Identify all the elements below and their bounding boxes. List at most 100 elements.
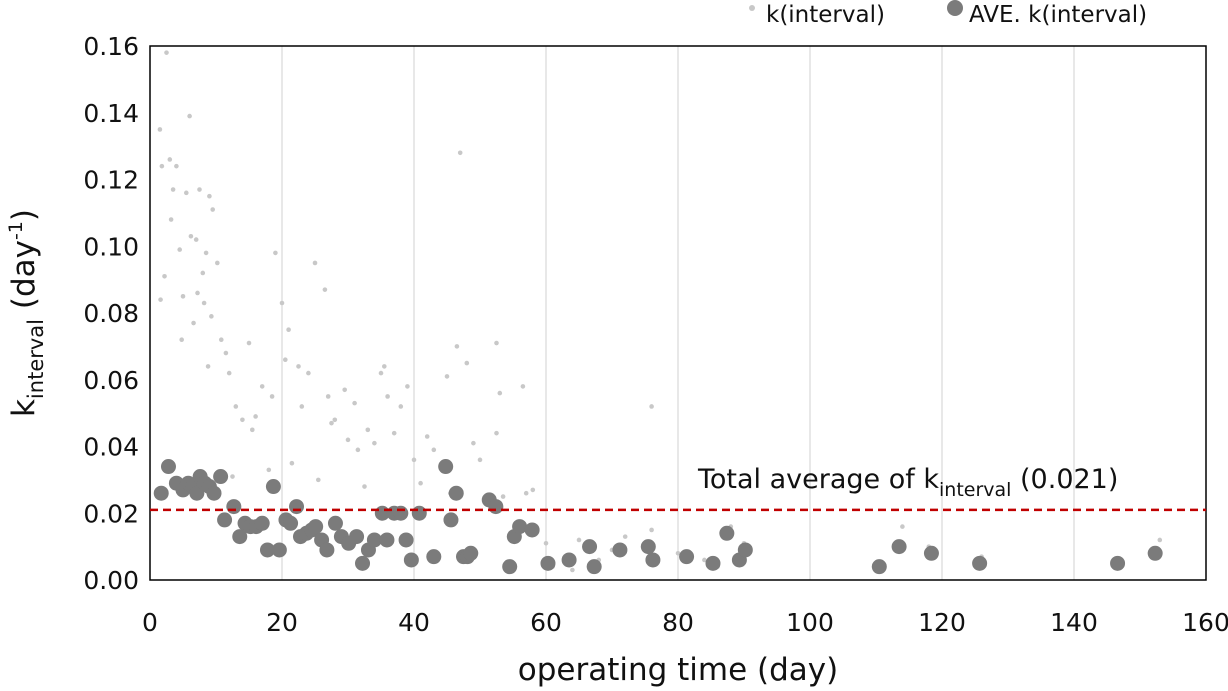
k-interval-point (494, 430, 499, 436)
k-interval-point (159, 163, 165, 169)
ave-k-interval-point (226, 499, 242, 515)
ave-k-interval-point (366, 532, 382, 548)
k-interval-point (342, 387, 348, 393)
k-interval-point (431, 447, 437, 453)
k-interval-point (215, 260, 220, 266)
vertical-gridlines (281, 46, 1075, 580)
y-tick-label: 0.04 (83, 433, 139, 462)
ave-k-interval-points (153, 459, 1163, 575)
k-interval-point (180, 294, 186, 299)
k-interval-point (259, 384, 265, 389)
ave-k-interval-point (189, 485, 205, 501)
annotation-subscript: interval (939, 479, 1011, 501)
k-interval-point (464, 360, 470, 366)
k-interval-point (299, 404, 305, 409)
ave-k-interval-point (705, 555, 721, 571)
ave-k-interval-point (393, 505, 409, 521)
k-interval-point (158, 297, 163, 302)
y-tick-label: 0.08 (83, 299, 139, 328)
k-interval-point (184, 190, 189, 196)
ave-k-interval-point (398, 532, 414, 548)
annotation-prefix: Total average of k (697, 464, 939, 495)
x-tick-label: 0 (142, 608, 158, 637)
k-interval-point (702, 557, 707, 563)
k-interval-point (530, 487, 536, 493)
ave-k-interval-point (411, 505, 427, 521)
k-interval-point (269, 394, 275, 399)
ave-k-interval-point (319, 542, 335, 558)
plot-area-frame (149, 45, 1207, 581)
legend-label-k-interval: k(interval) (766, 2, 885, 28)
k-interval-point (900, 524, 905, 529)
ave-k-interval-point (640, 539, 656, 555)
k-interval-point (332, 417, 338, 423)
ave-k-interval-point (582, 539, 598, 555)
k-interval-point (523, 490, 529, 496)
k-interval-point (197, 187, 202, 192)
ave-k-interval-point (719, 525, 735, 541)
ave-k-interval-point (259, 542, 275, 558)
y-tick-label: 0.12 (83, 166, 139, 195)
x-tick-label: 40 (398, 608, 430, 637)
x-tick-label: 80 (662, 608, 694, 637)
y-tick-label: 0.06 (83, 366, 139, 395)
k-interval-point (355, 447, 361, 453)
legend-marker-ave-k-interval (947, 0, 963, 16)
k-interval-point (223, 350, 229, 356)
ave-k-interval-point (283, 515, 299, 531)
ave-k-interval-point (327, 515, 343, 531)
k-interval-point (345, 437, 351, 443)
ave-k-interval-point (254, 515, 270, 531)
k-interval-point (1157, 537, 1163, 543)
k-interval-point (649, 527, 654, 533)
ave-k-interval-point (540, 555, 556, 571)
k-interval-point (283, 357, 288, 363)
y-tick-label: 0.16 (83, 32, 139, 61)
k-interval-point (424, 434, 430, 439)
k-interval-point (157, 127, 163, 132)
k-interval-point (520, 384, 526, 389)
k-interval-point (296, 364, 301, 369)
k-interval-point (191, 320, 196, 326)
y-tick-label: 0.10 (83, 232, 139, 261)
k-interval-point (168, 217, 174, 222)
x-tick-labels: 0 20 40 60 80 100 120 140 160 (142, 608, 1228, 637)
ave-k-interval-point (213, 469, 229, 485)
k-interval-point (226, 370, 232, 376)
k-interval-point (177, 247, 182, 252)
ave-k-interval-point (972, 555, 988, 571)
x-tick-label: 100 (786, 608, 834, 637)
ave-k-interval-point (586, 559, 602, 575)
x-axis-title: operating time (day) (518, 652, 839, 688)
ave-k-interval-point (217, 512, 233, 528)
k-interval-point (365, 427, 371, 433)
x-tick-label: 120 (918, 608, 966, 637)
k-interval-point (195, 290, 200, 296)
k-interval-point (329, 420, 334, 426)
k-interval-point (167, 157, 173, 162)
k-interval-point (391, 430, 397, 436)
ave-k-interval-point (612, 542, 628, 558)
k-interval-point (444, 374, 450, 379)
x-tick-label: 20 (266, 608, 298, 637)
k-interval-point (500, 494, 506, 499)
y-axis-unit-close: ) (6, 209, 42, 221)
k-interval-point (649, 404, 654, 409)
ave-k-interval-point (512, 519, 528, 535)
k-interval-point (207, 193, 212, 199)
k-interval-point (193, 237, 199, 242)
ave-k-interval-point (524, 522, 540, 538)
ave-k-interval-point (502, 559, 518, 575)
k-interval-point (246, 340, 252, 346)
k-interval-point (457, 150, 463, 156)
k-interval-point (174, 163, 179, 169)
total-average-annotation: Total average of kinterval (0.021) (697, 464, 1118, 501)
ave-k-interval-point (153, 485, 169, 501)
k-interval-point (164, 50, 169, 55)
ave-k-interval-point (645, 552, 661, 568)
k-interval-point (218, 337, 224, 343)
ave-k-interval-point (891, 539, 907, 555)
k-interval-point (385, 394, 390, 399)
k-interval-point (233, 404, 239, 409)
